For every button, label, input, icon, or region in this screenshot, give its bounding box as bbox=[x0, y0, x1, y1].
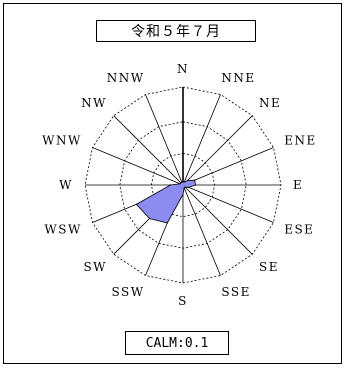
spoke-ene bbox=[182, 147, 274, 186]
spoke-ne bbox=[182, 115, 253, 186]
data-point-se bbox=[184, 186, 186, 188]
spoke-wnw bbox=[92, 147, 184, 186]
grid-ring-1 bbox=[150, 152, 216, 218]
data-point-sw bbox=[148, 217, 151, 220]
data-point-wnw bbox=[179, 183, 181, 185]
direction-label-nne: NNE bbox=[221, 71, 255, 85]
direction-label-e: E bbox=[293, 178, 303, 192]
calm-label: CALM:0.1 bbox=[125, 331, 229, 355]
spoke-nnw bbox=[145, 94, 184, 186]
direction-label-nnw: NNW bbox=[107, 71, 145, 85]
direction-label-n: N bbox=[177, 62, 189, 76]
wind-frequency-area bbox=[135, 179, 197, 224]
spoke-nne bbox=[182, 94, 221, 186]
chart-frame bbox=[3, 3, 342, 364]
direction-label-wsw: WSW bbox=[44, 222, 81, 236]
direction-label-wnw: WNW bbox=[42, 134, 82, 148]
data-point-nnw bbox=[181, 181, 183, 183]
spoke-ese bbox=[182, 184, 274, 223]
direction-label-nw: NW bbox=[81, 96, 107, 110]
data-point-nne bbox=[183, 181, 185, 183]
direction-label-s: S bbox=[178, 294, 188, 308]
direction-label-ene: ENE bbox=[284, 134, 317, 148]
direction-label-ne: NE bbox=[259, 96, 281, 110]
data-point-ne bbox=[186, 179, 189, 182]
spoke-nw bbox=[113, 115, 184, 186]
direction-label-w: W bbox=[59, 178, 73, 192]
data-point-wsw bbox=[135, 203, 137, 205]
chart-title: 令和５年７月 bbox=[96, 20, 256, 42]
data-point-ssw bbox=[166, 222, 168, 224]
data-point-e bbox=[195, 184, 197, 186]
data-point-sse bbox=[183, 187, 185, 189]
data-point-w bbox=[169, 184, 171, 186]
data-point-ene bbox=[194, 179, 196, 181]
data-point-s bbox=[182, 193, 184, 196]
direction-label-sw: SW bbox=[83, 260, 107, 274]
spoke-sse bbox=[182, 184, 221, 276]
direction-label-ssw: SSW bbox=[112, 285, 145, 299]
data-point-ese bbox=[188, 186, 190, 188]
spoke-se bbox=[182, 184, 253, 255]
data-point-nw bbox=[180, 182, 182, 184]
direction-label-se: SE bbox=[259, 260, 279, 274]
direction-label-ese: ESE bbox=[284, 222, 314, 236]
direction-label-sse: SSE bbox=[221, 285, 251, 299]
data-point-n bbox=[182, 181, 184, 183]
